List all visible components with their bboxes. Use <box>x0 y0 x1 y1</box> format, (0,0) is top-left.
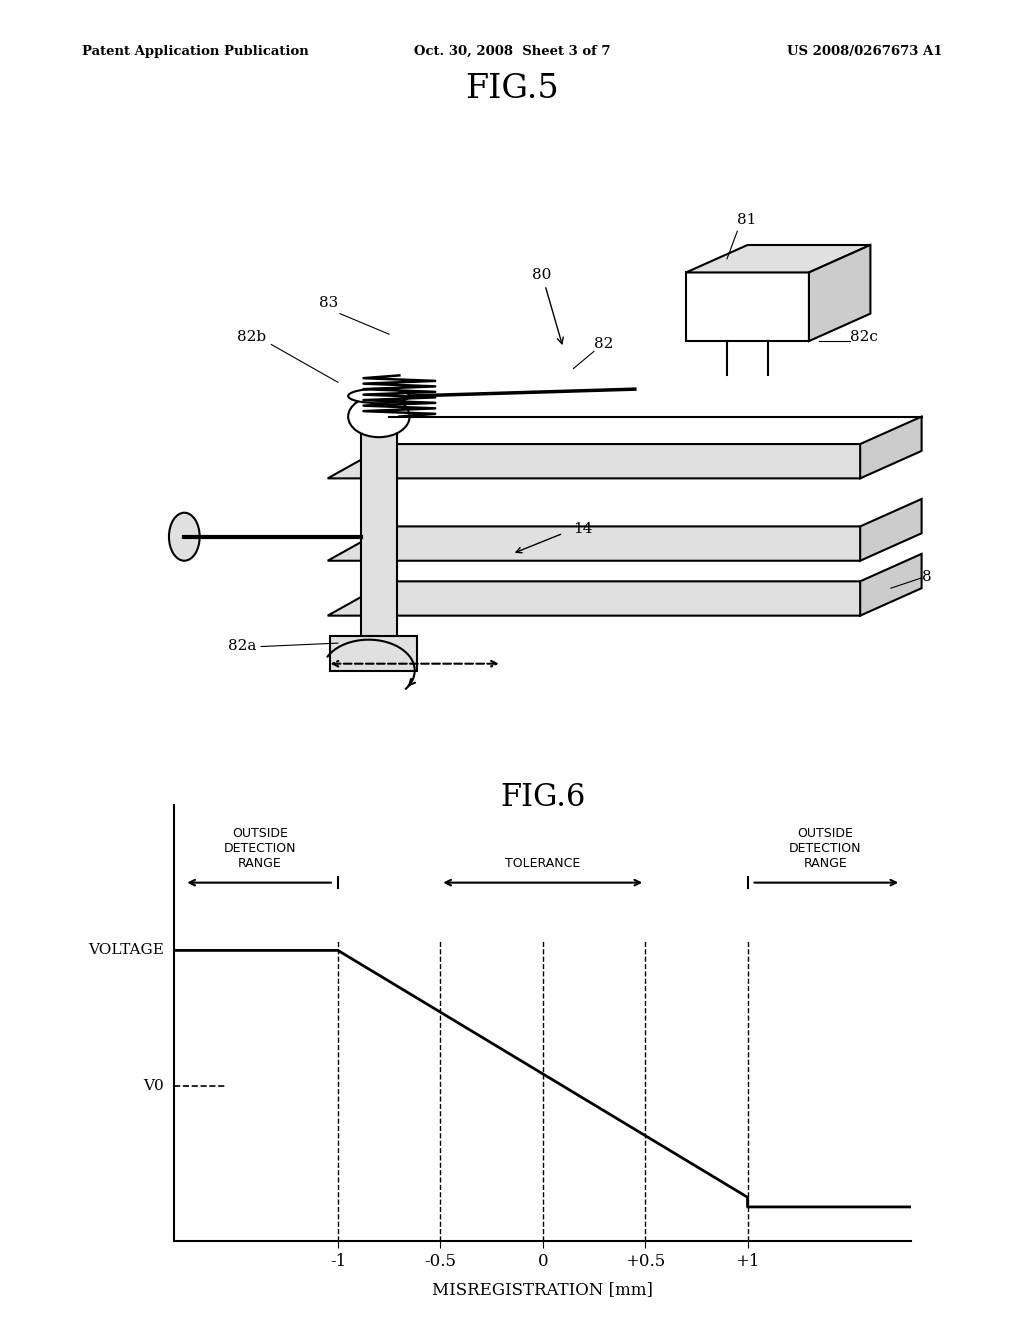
X-axis label: MISREGISTRATION [mm]: MISREGISTRATION [mm] <box>432 1280 653 1298</box>
Ellipse shape <box>348 389 410 403</box>
Bar <box>330 636 418 671</box>
Bar <box>686 272 809 341</box>
Text: 82b: 82b <box>238 330 266 345</box>
Text: TOLERANCE: TOLERANCE <box>505 857 581 870</box>
Text: US 2008/0267673 A1: US 2008/0267673 A1 <box>786 45 942 58</box>
Text: FIG.5: FIG.5 <box>465 74 559 106</box>
Polygon shape <box>809 246 870 341</box>
Text: 8: 8 <box>922 570 931 585</box>
Polygon shape <box>860 499 922 561</box>
Polygon shape <box>328 527 922 561</box>
Text: Oct. 30, 2008  Sheet 3 of 7: Oct. 30, 2008 Sheet 3 of 7 <box>414 45 610 58</box>
Polygon shape <box>860 554 922 615</box>
Polygon shape <box>328 581 922 615</box>
Text: V0: V0 <box>143 1078 164 1093</box>
Text: 14: 14 <box>573 523 593 536</box>
Polygon shape <box>686 246 870 272</box>
Text: OUTSIDE
DETECTION
RANGE: OUTSIDE DETECTION RANGE <box>224 828 296 870</box>
Polygon shape <box>860 417 922 478</box>
Text: FIG.6: FIG.6 <box>500 781 586 813</box>
Ellipse shape <box>169 512 200 561</box>
Text: OUTSIDE
DETECTION
RANGE: OUTSIDE DETECTION RANGE <box>790 828 861 870</box>
Bar <box>360 430 396 643</box>
Text: 81: 81 <box>737 214 757 227</box>
Text: 82c: 82c <box>850 330 878 345</box>
Text: VOLTAGE: VOLTAGE <box>88 944 164 957</box>
Text: 82: 82 <box>594 337 613 351</box>
Text: Patent Application Publication: Patent Application Publication <box>82 45 308 58</box>
Text: 80: 80 <box>532 268 563 343</box>
Text: 82a: 82a <box>227 639 256 653</box>
Circle shape <box>348 396 410 437</box>
Text: 83: 83 <box>318 296 338 310</box>
Polygon shape <box>328 444 922 478</box>
